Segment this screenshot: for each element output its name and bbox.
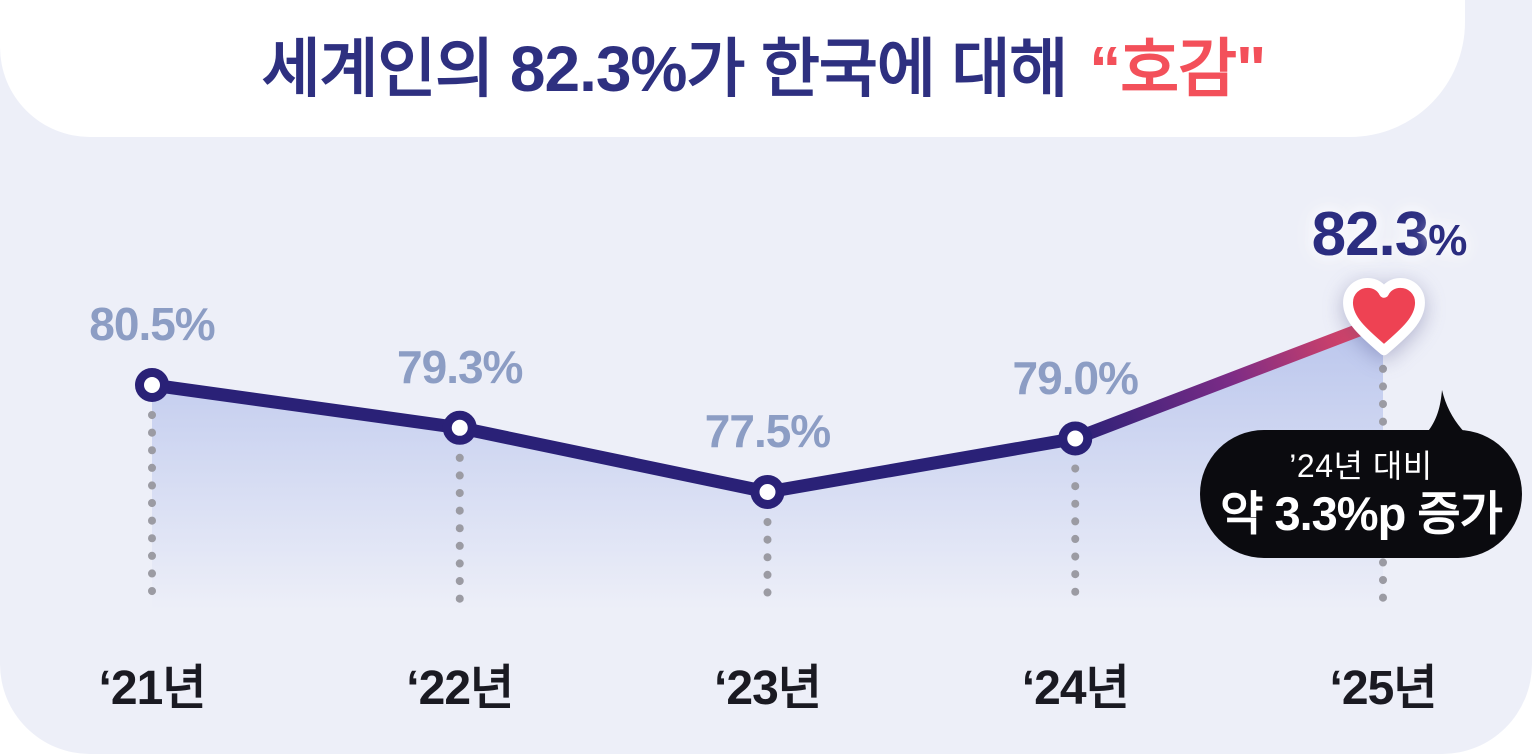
heart-icon bbox=[1343, 277, 1425, 356]
data-point-marker-3 bbox=[750, 475, 785, 509]
callout-increase-text: 약 3.3%p 증가 bbox=[1220, 487, 1503, 541]
increase-callout-bubble: ’24년 대비 약 3.3%p 증가 bbox=[1200, 430, 1522, 558]
trend-line-final-segment bbox=[1068, 314, 1390, 445]
trend-line bbox=[145, 378, 1082, 499]
data-point-marker-4 bbox=[1058, 421, 1093, 456]
data-point-marker-2 bbox=[442, 410, 477, 445]
page-title-main: 세계인의 82.3%가 한국에 대해 bbox=[261, 32, 1069, 105]
area-fill bbox=[152, 320, 1383, 610]
data-point-marker-1 bbox=[135, 368, 169, 402]
callout-compare-text: ’24년 대비 bbox=[1289, 447, 1433, 484]
title-band: 세계인의 82.3%가 한국에 대해 “호감" bbox=[0, 0, 1465, 137]
page-title: 세계인의 82.3%가 한국에 대해 “호감" bbox=[261, 18, 1267, 120]
page-title-highlight: “호감" bbox=[1089, 32, 1266, 105]
